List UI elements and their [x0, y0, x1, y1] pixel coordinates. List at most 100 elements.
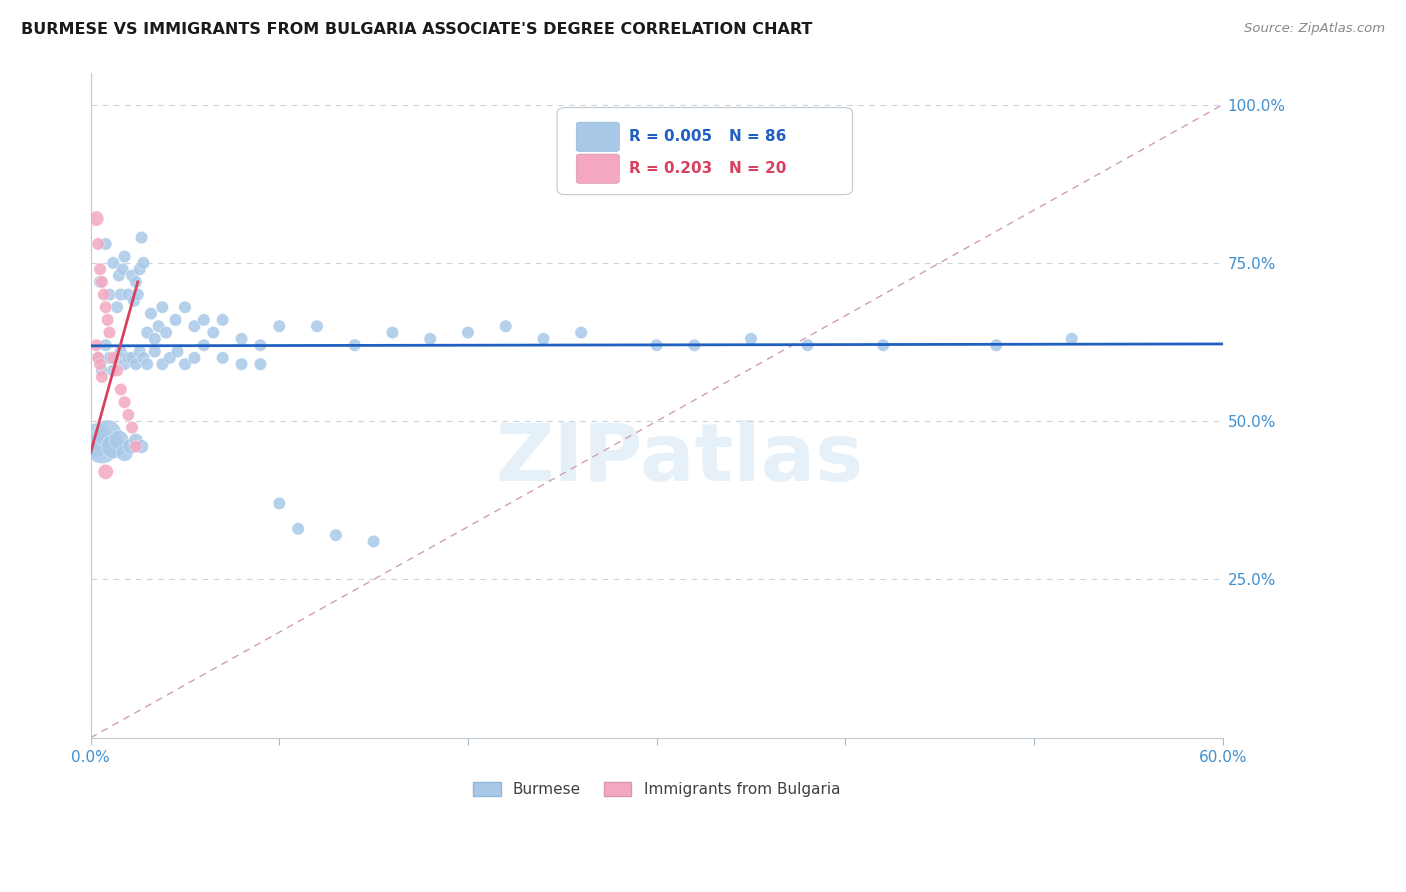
Point: [569, 326, 592, 340]
Point: [103, 351, 125, 365]
Point: [125, 357, 148, 371]
Point: [110, 287, 132, 301]
Point: [122, 293, 145, 308]
Point: [114, 446, 136, 460]
Point: [108, 268, 131, 283]
Point: [89, 357, 111, 371]
Point: [211, 313, 233, 327]
Point: [183, 351, 205, 365]
Point: [136, 326, 159, 340]
Point: [131, 230, 153, 244]
Point: [166, 344, 188, 359]
Text: Source: ZipAtlas.com: Source: ZipAtlas.com: [1244, 22, 1385, 36]
Point: [155, 326, 177, 340]
Point: [120, 440, 142, 454]
Point: [165, 313, 187, 327]
Point: [419, 332, 441, 346]
Point: [84, 338, 107, 352]
Point: [174, 357, 197, 371]
Point: [97, 426, 120, 441]
Point: [132, 256, 155, 270]
Point: [94, 300, 117, 314]
Point: [305, 319, 328, 334]
Point: [183, 319, 205, 334]
Point: [103, 256, 125, 270]
Point: [128, 262, 150, 277]
Point: [125, 275, 148, 289]
Point: [91, 275, 114, 289]
Point: [87, 236, 110, 251]
Point: [363, 534, 385, 549]
Text: ZIPatlas: ZIPatlas: [495, 419, 863, 498]
Legend: Burmese, Immigrants from Bulgaria: Burmese, Immigrants from Bulgaria: [467, 776, 846, 803]
Point: [121, 268, 143, 283]
Point: [150, 357, 173, 371]
Text: R = 0.203: R = 0.203: [630, 161, 713, 177]
Point: [105, 363, 128, 377]
Point: [94, 338, 117, 352]
Point: [269, 319, 291, 334]
Point: [343, 338, 366, 352]
Point: [121, 351, 143, 365]
Point: [114, 250, 136, 264]
Point: [94, 236, 117, 251]
Point: [103, 363, 125, 377]
Point: [269, 496, 291, 510]
Point: [110, 383, 132, 397]
Point: [110, 344, 132, 359]
Point: [89, 275, 111, 289]
Point: [84, 211, 107, 226]
Point: [98, 326, 121, 340]
Point: [143, 332, 166, 346]
Point: [98, 351, 121, 365]
Point: [89, 262, 111, 277]
Point: [94, 465, 117, 479]
Point: [211, 351, 233, 365]
Point: [121, 420, 143, 434]
Point: [132, 351, 155, 365]
Point: [139, 307, 162, 321]
Point: [193, 313, 215, 327]
Point: [103, 440, 125, 454]
Point: [87, 351, 110, 365]
Text: N = 86: N = 86: [730, 129, 786, 145]
FancyBboxPatch shape: [557, 108, 852, 194]
Point: [533, 332, 555, 346]
Point: [202, 326, 225, 340]
Point: [105, 300, 128, 314]
Point: [143, 344, 166, 359]
Point: [128, 344, 150, 359]
Text: R = 0.005: R = 0.005: [630, 129, 713, 145]
Point: [193, 338, 215, 352]
Point: [287, 522, 309, 536]
Point: [117, 287, 139, 301]
Point: [148, 319, 170, 334]
Point: [91, 363, 114, 377]
FancyBboxPatch shape: [576, 154, 619, 184]
Point: [93, 287, 115, 301]
Point: [872, 338, 894, 352]
Point: [97, 313, 120, 327]
Point: [457, 326, 479, 340]
Point: [986, 338, 1008, 352]
Point: [381, 326, 404, 340]
Point: [108, 433, 131, 447]
Point: [645, 338, 668, 352]
Point: [740, 332, 762, 346]
Text: BURMESE VS IMMIGRANTS FROM BULGARIA ASSOCIATE'S DEGREE CORRELATION CHART: BURMESE VS IMMIGRANTS FROM BULGARIA ASSO…: [21, 22, 813, 37]
Point: [231, 332, 253, 346]
Point: [231, 357, 253, 371]
Point: [495, 319, 517, 334]
Text: N = 20: N = 20: [730, 161, 786, 177]
Point: [98, 287, 121, 301]
Point: [174, 300, 197, 314]
Point: [125, 433, 148, 447]
Point: [111, 262, 134, 277]
Point: [117, 408, 139, 422]
Point: [136, 357, 159, 371]
Point: [91, 440, 114, 454]
Point: [796, 338, 818, 352]
Point: [105, 351, 128, 365]
Point: [127, 287, 149, 301]
FancyBboxPatch shape: [576, 122, 619, 152]
